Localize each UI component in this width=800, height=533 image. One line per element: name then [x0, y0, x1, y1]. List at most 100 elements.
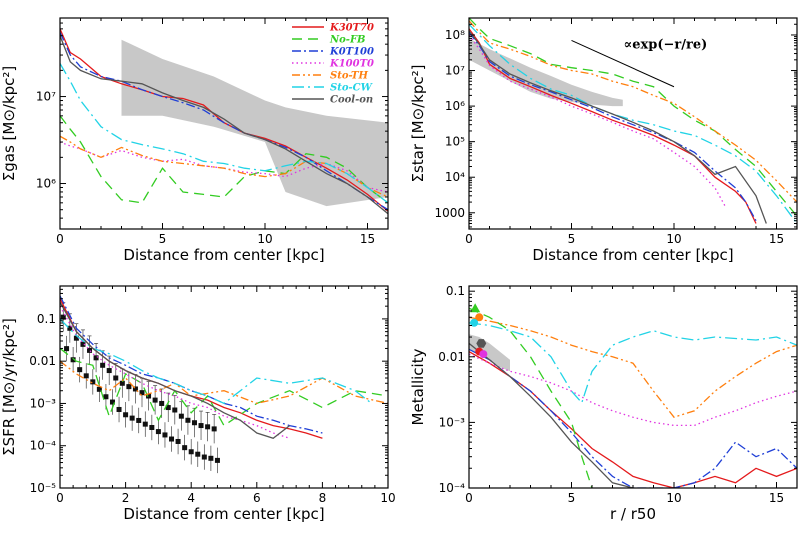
y-axis-label: Σgas [M⊙/kpc²]	[0, 66, 18, 182]
legend-entry: No-FB	[292, 35, 366, 46]
series-line-no-fb	[60, 347, 388, 427]
series-line-sto-th	[469, 20, 797, 203]
series-line-sto-cw	[469, 23, 797, 224]
series-line-cool-on	[60, 301, 290, 440]
x-tick-label: 10	[257, 232, 272, 246]
series-line-sto-cw	[60, 63, 388, 204]
x-axis-label: r / r50	[610, 505, 656, 523]
x-tick-label: 5	[159, 232, 167, 246]
x-tick-label: 8	[319, 491, 327, 505]
obs-point	[211, 414, 220, 474]
panel-4: 0 5 10 15 10⁻⁴ 10⁻³ 0.01 0.1 r / r50 Metallicity	[409, 284, 798, 523]
central-marker-no-fb	[470, 303, 481, 313]
x-tick-label: 10	[666, 232, 681, 246]
panels-layer: 0 5 10 15 10⁶ 10⁷ Distance from center [kpc] Σg…	[0, 17, 798, 523]
legend-label: Sto-TH	[330, 71, 368, 82]
y-tick-label: 10⁶	[36, 177, 56, 191]
obs-point	[113, 363, 122, 423]
x-axis-label: Distance from center [kpc]	[123, 246, 324, 264]
axes-frame	[59, 285, 389, 489]
series-line-cool-on	[60, 35, 388, 215]
obs-point	[146, 381, 155, 441]
obs-point	[172, 395, 181, 455]
x-tick-label: 5	[568, 491, 576, 505]
x-tick-label: 6	[253, 491, 261, 505]
axes-frame	[468, 285, 798, 489]
y-axis-label: Metallicity	[409, 348, 427, 425]
y-tick-label: 10⁶	[445, 99, 465, 113]
obs-point	[126, 371, 135, 431]
series-line-sto-th	[469, 316, 797, 418]
obs-point	[198, 410, 207, 470]
panel-3: 0 2 4 6 8 10 10⁻⁵ 10⁻⁴ 10⁻³ 0.01 0.1 Distance from …	[0, 285, 396, 523]
series-line-sto-cw	[469, 322, 797, 404]
exp-guide-line	[571, 40, 675, 88]
x-tick-label: 10	[380, 491, 395, 505]
x-tick-label: 15	[769, 232, 784, 246]
legend-label: K30T70	[329, 23, 374, 34]
series-line-k30t70	[469, 351, 797, 488]
series-line-cool-on	[469, 342, 634, 488]
x-tick-label: 0	[56, 491, 64, 505]
legend-label: Sto-CW	[330, 83, 374, 94]
y-tick-label: 0.01	[29, 354, 56, 368]
obs-point	[159, 388, 168, 448]
y-tick-label: 10⁻⁴	[30, 439, 57, 453]
series-line-cool-on	[469, 30, 767, 224]
legend-label: Cool-on	[330, 95, 373, 106]
y-tick-label: 10⁵	[445, 135, 465, 149]
y-tick-label: 10⁷	[36, 90, 56, 104]
obs-point	[80, 329, 89, 389]
y-tick-label: 0.01	[438, 350, 465, 364]
y-tick-label: 0.1	[446, 284, 465, 298]
series-line-k100t0	[469, 353, 797, 427]
x-tick-label: 15	[769, 491, 784, 505]
plot-area	[60, 28, 388, 215]
central-marker-k100t0	[479, 350, 488, 359]
series-line-k30t70	[469, 28, 757, 224]
x-tick-label: 0	[465, 232, 473, 246]
obs-point	[185, 405, 194, 465]
legend-entry: Sto-CW	[292, 83, 374, 94]
legend-label: K0T100	[329, 47, 374, 58]
series-line-k0t100	[469, 31, 757, 222]
legend-label: K100T0	[329, 59, 374, 70]
series-line-k0t100	[60, 295, 323, 434]
legend-entry: Sto-TH	[292, 71, 368, 82]
y-tick-label: 10⁻³	[439, 415, 466, 429]
y-axis-label: Σstar [M⊙/kpc²]	[409, 64, 427, 182]
series-line-sto-cw	[60, 318, 372, 405]
x-tick-label: 4	[187, 491, 195, 505]
legend-entry: K100T0	[292, 59, 374, 70]
x-tick-label: 2	[122, 491, 130, 505]
y-tick-label: 10⁻³	[30, 396, 57, 410]
obs-point	[152, 385, 161, 445]
exp-annotation: ∝exp(−r/re)	[624, 37, 708, 52]
legend-entry: Cool-on	[292, 95, 373, 106]
obs-point	[139, 377, 148, 437]
central-marker-sto-cw	[470, 318, 479, 327]
panel-1: 0 5 10 15 10⁶ 10⁷ Distance from center [kpc] Σg…	[0, 17, 389, 264]
y-tick-label: 10⁸	[445, 28, 465, 42]
y-tick-label: 1000	[434, 206, 465, 220]
x-axis-label: Distance from center [kpc]	[123, 505, 324, 523]
x-tick-label: 15	[360, 232, 375, 246]
obs-point	[178, 401, 188, 461]
central-marker-cool-on	[476, 339, 487, 348]
plot-area	[469, 18, 797, 224]
x-tick-label: 0	[465, 491, 473, 505]
series-line-no-fb	[469, 307, 593, 488]
plot-area	[469, 307, 797, 488]
panel-2: ∝exp(−r/re) 0 5 10 15 1000 10⁴ 10⁵ 10⁶ 10⁷ 10⁸ Dist…	[409, 17, 798, 264]
legend-entry: K0T100	[292, 47, 374, 58]
y-tick-label: 10⁷	[445, 64, 465, 78]
obs-point	[205, 411, 214, 472]
x-tick-label: 10	[666, 491, 681, 505]
obs-point	[132, 374, 142, 434]
x-tick-label: 5	[568, 232, 576, 246]
y-axis-label: ΣSFR [M⊙/yr/kpc²]	[0, 318, 18, 456]
series-line-k100t0	[469, 34, 726, 207]
central-marker-sto-th	[475, 313, 484, 322]
y-tick-label: 10⁻⁵	[30, 481, 57, 495]
